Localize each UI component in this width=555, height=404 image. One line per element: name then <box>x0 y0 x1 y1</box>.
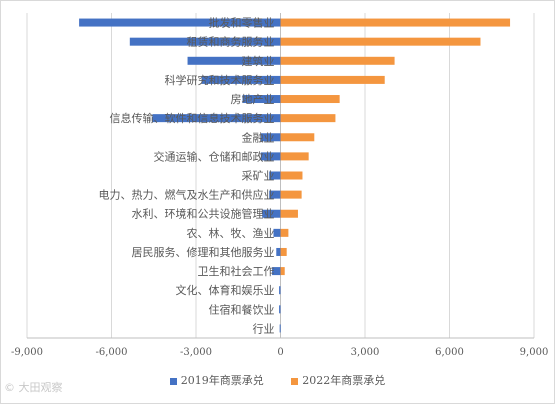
x-tick-label: 0 <box>277 347 283 358</box>
bar-2019 <box>260 152 281 161</box>
category-label: 批发和零售业 <box>209 16 275 30</box>
category-label-layer: 批发和零售业租赁和商务服务业建筑业科学研究和技术服务业房地产业信息传输、软件和信… <box>99 16 275 336</box>
x-tick-label: -3,000 <box>180 347 212 358</box>
bar-2019 <box>269 190 281 199</box>
bar-2019 <box>279 305 281 314</box>
legend-item-2022: 2022年商票承兑 <box>291 372 385 388</box>
legend-label-2022: 2022年商票承兑 <box>302 374 386 387</box>
bar-2019 <box>279 286 281 295</box>
category-label: 采矿业 <box>242 170 275 183</box>
bar-layer <box>79 18 511 333</box>
bar-2019 <box>79 18 281 27</box>
bar-2022 <box>280 228 289 237</box>
bar-2019 <box>269 171 281 180</box>
bar-2019 <box>272 267 281 276</box>
bar-2019 <box>262 209 281 218</box>
x-tick-label: -6,000 <box>95 347 127 358</box>
legend-label-2019: 2019年商票承兑 <box>180 374 264 387</box>
bar-2022 <box>280 267 285 276</box>
category-label: 交通运输、仓储和邮政业 <box>154 149 275 163</box>
category-label: 居民服务、修理和其他服务业 <box>132 245 275 259</box>
bar-2022 <box>280 171 303 180</box>
bar-2022 <box>280 56 395 65</box>
x-tick-label: 6,000 <box>435 347 464 358</box>
bar-2019 <box>279 324 281 333</box>
legend-swatch-2019 <box>169 377 177 385</box>
category-label: 文化、体育和娱乐业 <box>176 283 275 297</box>
bar-2019 <box>152 114 281 123</box>
category-label: 信息传输、软件和信息技术服务业 <box>110 111 275 125</box>
category-label: 水利、环境和公共设施管理业 <box>132 207 275 221</box>
category-label: 科学研究和技术服务业 <box>165 73 275 87</box>
bar-2019 <box>187 56 281 65</box>
bar-2019 <box>260 133 281 142</box>
bar-2019 <box>201 75 281 84</box>
x-tick-label: 3,000 <box>351 347 380 358</box>
category-label: 建筑业 <box>242 54 275 68</box>
x-tick-label-layer: -9,000 -6,000 -3,000 0 3,000 6,000 9,000 <box>11 347 548 358</box>
bar-2022 <box>280 18 511 27</box>
bar-2022 <box>280 95 340 104</box>
bar-2022 <box>280 75 385 84</box>
bar-2019 <box>242 95 281 104</box>
category-label: 住宿和餐饮业 <box>209 302 275 316</box>
bar-2022 <box>280 37 481 46</box>
legend: 2019年商票承兑 2022年商票承兑 <box>0 372 555 388</box>
legend-item-2019: 2019年商票承兑 <box>169 372 264 388</box>
x-tick-label: 9,000 <box>520 347 549 358</box>
bar-2019 <box>273 228 281 237</box>
category-label: 农、林、牧、渔业 <box>187 226 275 240</box>
watermark-logo: © 大田观察 <box>4 381 63 394</box>
bar-2019 <box>276 247 281 256</box>
bar-2022 <box>280 152 309 161</box>
bar-2022 <box>280 247 287 256</box>
bar-2022 <box>280 114 336 123</box>
category-label: 电力、热力、燃气及水生产和供应业 <box>99 188 275 202</box>
category-label: 卫生和社会工作 <box>198 264 275 278</box>
bar-2019 <box>129 37 281 46</box>
category-label: 租赁和商务服务业 <box>187 35 275 49</box>
legend-swatch-2022 <box>291 377 299 385</box>
category-label: 行业 <box>253 322 275 335</box>
bar-2022 <box>280 209 298 218</box>
category-label: 金融业 <box>242 130 275 144</box>
category-label: 房地产业 <box>231 92 275 106</box>
bar-2022 <box>280 190 302 199</box>
bar-2022 <box>280 133 315 142</box>
x-tick-label: -9,000 <box>11 347 43 358</box>
